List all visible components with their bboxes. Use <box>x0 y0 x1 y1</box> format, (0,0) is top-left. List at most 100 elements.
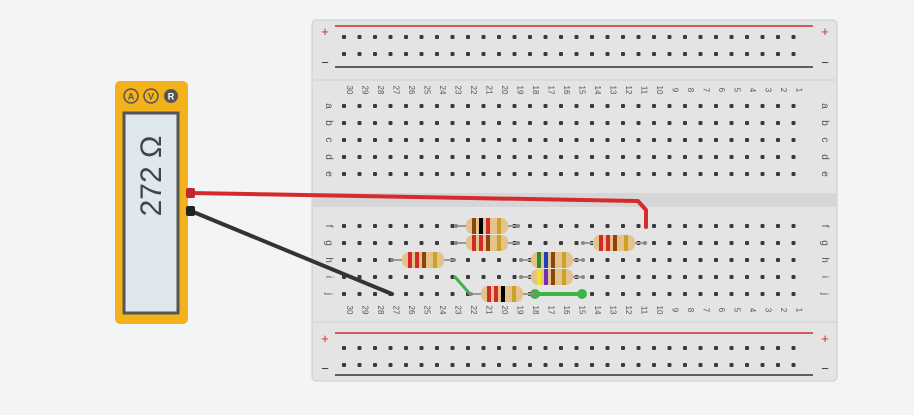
breadboard-hole[interactable] <box>388 172 393 176</box>
rail-hole[interactable] <box>698 35 703 39</box>
breadboard-hole[interactable] <box>698 258 703 262</box>
breadboard-hole[interactable] <box>698 104 703 108</box>
rail-hole[interactable] <box>435 52 439 56</box>
rail-hole[interactable] <box>388 346 393 350</box>
breadboard-hole[interactable] <box>683 155 687 159</box>
breadboard-hole[interactable] <box>714 241 718 245</box>
resistor[interactable] <box>469 286 535 302</box>
breadboard-hole[interactable] <box>652 121 656 125</box>
breadboard-hole[interactable] <box>419 275 424 279</box>
breadboard-hole[interactable] <box>621 258 625 262</box>
breadboard-hole[interactable] <box>590 224 594 228</box>
breadboard-hole[interactable] <box>574 155 579 159</box>
black-probe-wire[interactable] <box>189 209 394 296</box>
breadboard-hole[interactable] <box>574 224 579 228</box>
rail-hole[interactable] <box>791 52 796 56</box>
rail-hole[interactable] <box>729 52 734 56</box>
breadboard-hole[interactable] <box>667 275 672 279</box>
breadboard-hole[interactable] <box>698 292 703 296</box>
ohmmeter-mode-button[interactable]: R <box>164 89 178 103</box>
rail-hole[interactable] <box>776 346 780 350</box>
breadboard-hole[interactable] <box>636 104 641 108</box>
breadboard-hole[interactable] <box>698 275 703 279</box>
rail-hole[interactable] <box>636 346 641 350</box>
rail-hole[interactable] <box>481 346 486 350</box>
breadboard-hole[interactable] <box>388 241 393 245</box>
rail-hole[interactable] <box>714 346 718 350</box>
rail-hole[interactable] <box>667 363 672 367</box>
rail-hole[interactable] <box>512 35 517 39</box>
rail-hole[interactable] <box>621 346 625 350</box>
breadboard-hole[interactable] <box>574 138 579 142</box>
rail-hole[interactable] <box>683 346 687 350</box>
breadboard-hole[interactable] <box>528 138 532 142</box>
breadboard-hole[interactable] <box>373 241 377 245</box>
breadboard-hole[interactable] <box>590 104 594 108</box>
rail-hole[interactable] <box>605 52 610 56</box>
breadboard-hole[interactable] <box>667 121 672 125</box>
rail-hole[interactable] <box>760 346 765 350</box>
breadboard-hole[interactable] <box>404 241 408 245</box>
breadboard-hole[interactable] <box>404 121 408 125</box>
rail-hole[interactable] <box>683 363 687 367</box>
rail-hole[interactable] <box>559 346 563 350</box>
breadboard-hole[interactable] <box>450 224 455 228</box>
breadboard-hole[interactable] <box>729 121 734 125</box>
rail-hole[interactable] <box>404 363 408 367</box>
breadboard-hole[interactable] <box>435 224 439 228</box>
breadboard-hole[interactable] <box>419 121 424 125</box>
rail-hole[interactable] <box>791 346 796 350</box>
breadboard-hole[interactable] <box>714 138 718 142</box>
rail-hole[interactable] <box>745 52 749 56</box>
breadboard-hole[interactable] <box>466 138 470 142</box>
rail-hole[interactable] <box>373 52 377 56</box>
rail-hole[interactable] <box>497 363 501 367</box>
breadboard-hole[interactable] <box>528 121 532 125</box>
breadboard-hole[interactable] <box>652 275 656 279</box>
breadboard-hole[interactable] <box>404 138 408 142</box>
breadboard-hole[interactable] <box>714 121 718 125</box>
breadboard-hole[interactable] <box>698 224 703 228</box>
breadboard-hole[interactable] <box>373 224 377 228</box>
breadboard-hole[interactable] <box>652 104 656 108</box>
breadboard-hole[interactable] <box>590 121 594 125</box>
breadboard-hole[interactable] <box>667 155 672 159</box>
rail-hole[interactable] <box>342 363 346 367</box>
rail-hole[interactable] <box>621 35 625 39</box>
rail-hole[interactable] <box>683 35 687 39</box>
breadboard-hole[interactable] <box>745 155 749 159</box>
breadboard-hole[interactable] <box>652 224 656 228</box>
breadboard-hole[interactable] <box>388 104 393 108</box>
breadboard-hole[interactable] <box>419 292 424 296</box>
breadboard-hole[interactable] <box>590 155 594 159</box>
breadboard-hole[interactable] <box>342 121 346 125</box>
breadboard-hole[interactable] <box>357 275 362 279</box>
breadboard-hole[interactable] <box>667 241 672 245</box>
rail-hole[interactable] <box>559 35 563 39</box>
breadboard-hole[interactable] <box>574 104 579 108</box>
breadboard-hole[interactable] <box>745 241 749 245</box>
breadboard-hole[interactable] <box>776 104 780 108</box>
breadboard-hole[interactable] <box>357 138 362 142</box>
rail-hole[interactable] <box>435 346 439 350</box>
rail-hole[interactable] <box>667 346 672 350</box>
rail-hole[interactable] <box>729 363 734 367</box>
breadboard-hole[interactable] <box>636 172 641 176</box>
rail-hole[interactable] <box>791 363 796 367</box>
rail-hole[interactable] <box>791 35 796 39</box>
rail-hole[interactable] <box>605 35 610 39</box>
multimeter[interactable]: A V R 272 Ω <box>115 81 195 324</box>
breadboard-hole[interactable] <box>342 258 346 262</box>
breadboard-hole[interactable] <box>435 172 439 176</box>
breadboard-hole[interactable] <box>605 104 610 108</box>
rail-hole[interactable] <box>574 363 579 367</box>
breadboard-hole[interactable] <box>621 224 625 228</box>
breadboard-hole[interactable] <box>683 224 687 228</box>
rail-hole[interactable] <box>574 346 579 350</box>
rail-hole[interactable] <box>714 363 718 367</box>
breadboard-hole[interactable] <box>729 258 734 262</box>
resistor[interactable] <box>519 252 585 268</box>
breadboard-hole[interactable] <box>497 121 501 125</box>
breadboard-hole[interactable] <box>621 121 625 125</box>
breadboard-hole[interactable] <box>373 138 377 142</box>
